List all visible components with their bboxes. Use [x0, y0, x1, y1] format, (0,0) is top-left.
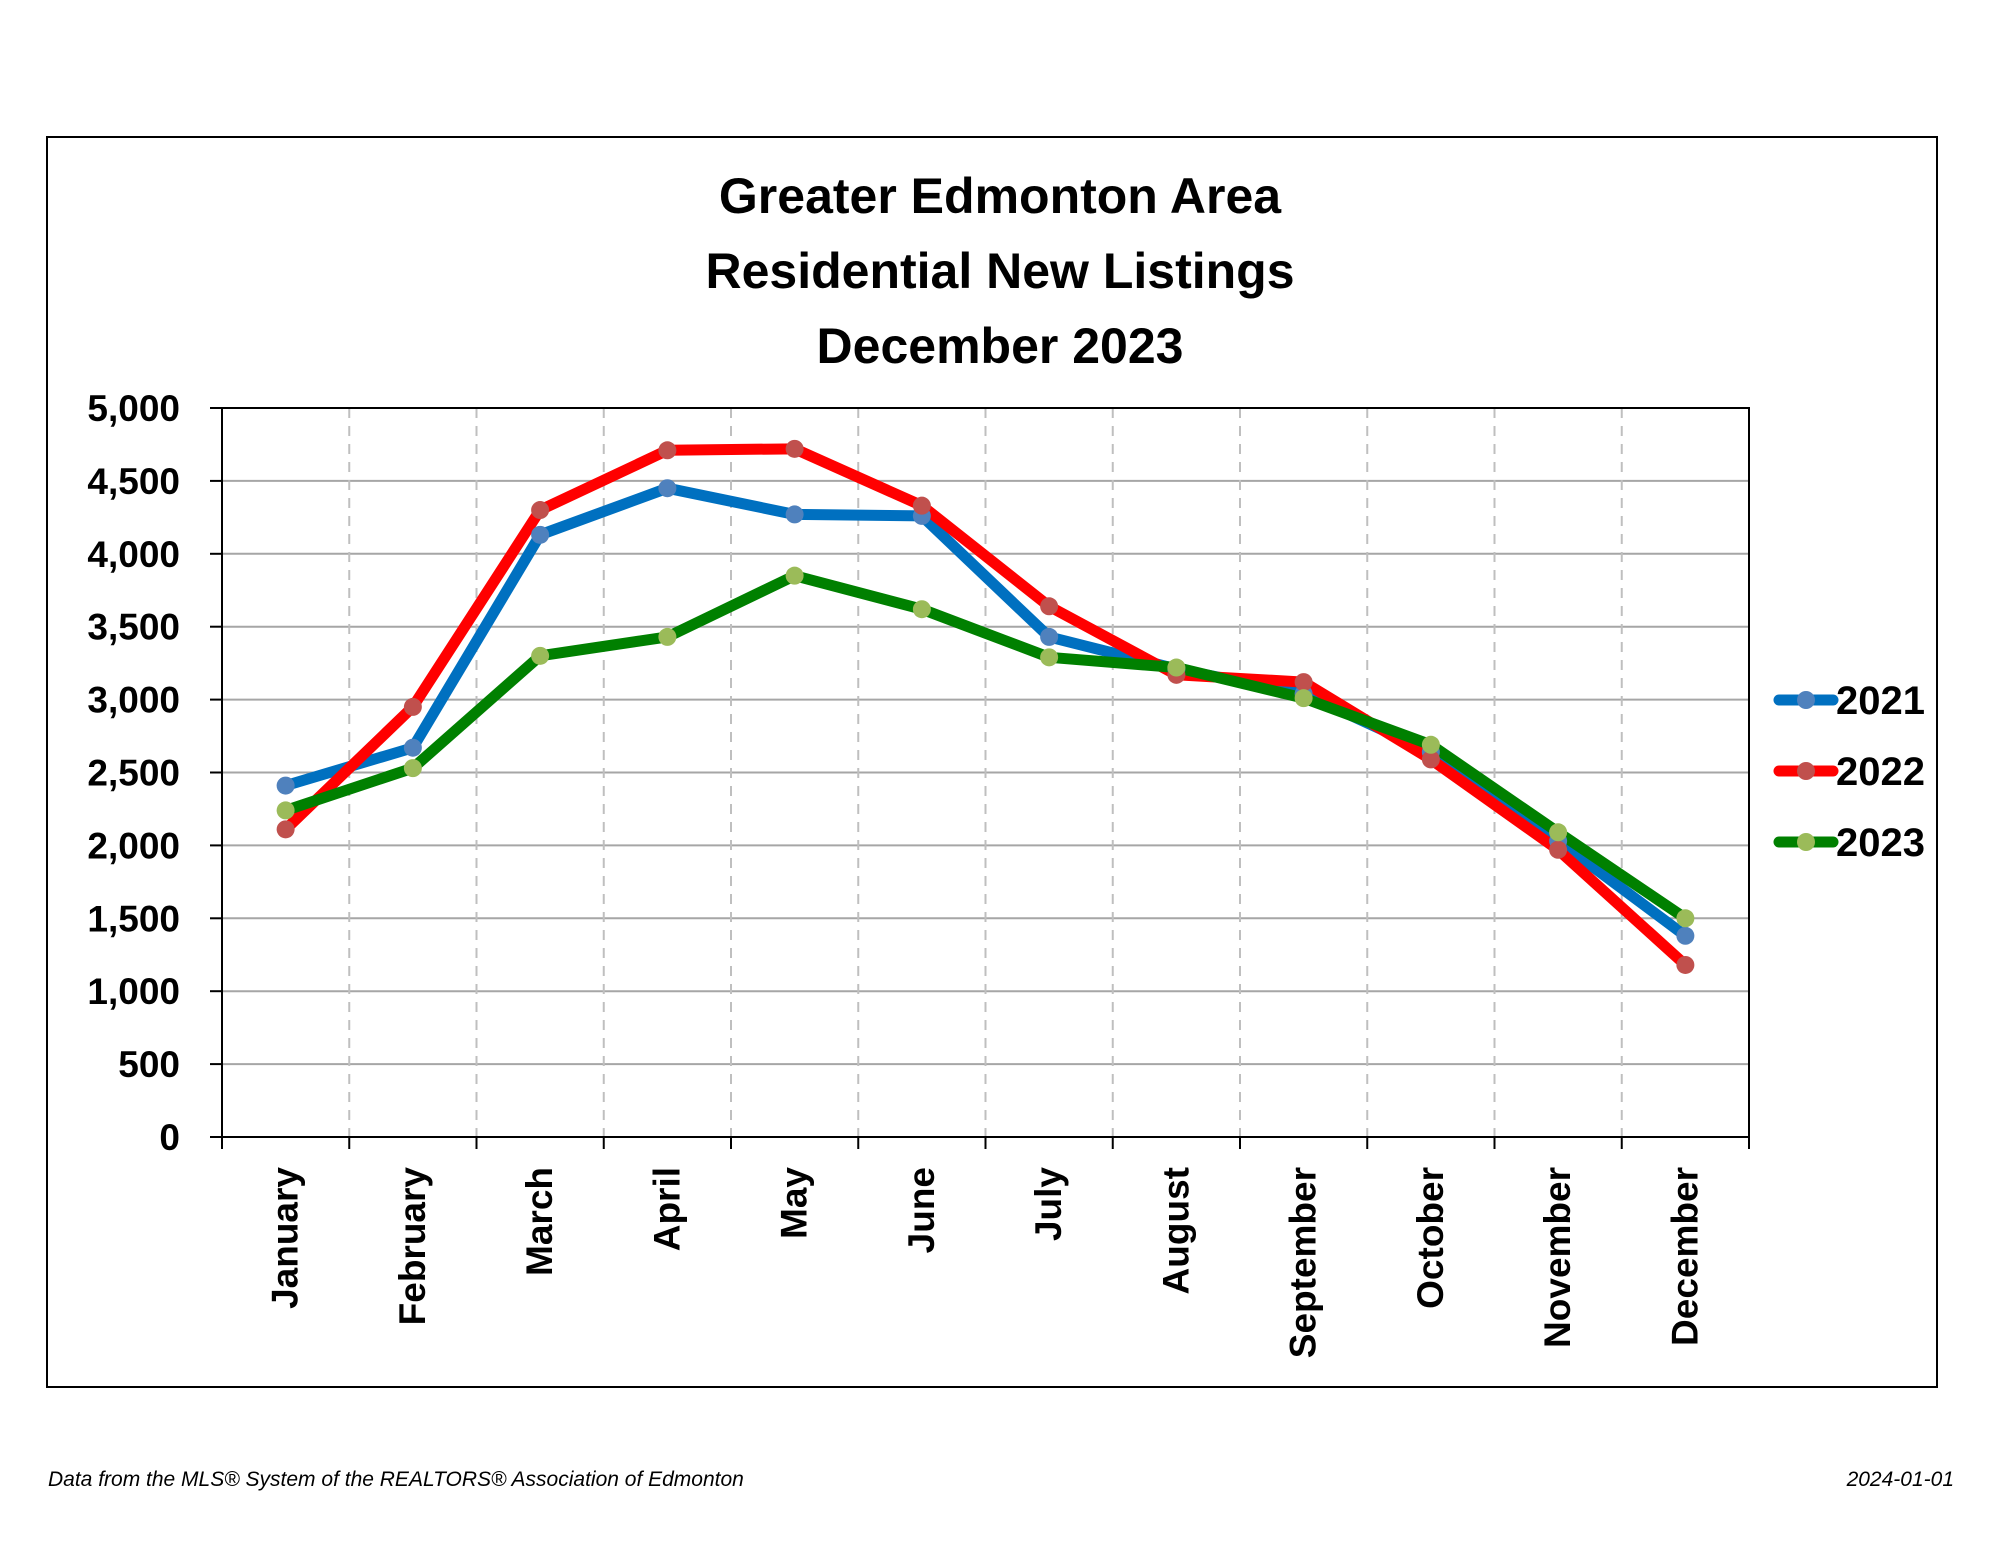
data-point-2023 — [1676, 909, 1695, 928]
data-point-2022 — [1040, 597, 1059, 616]
legend-marker-2021 — [1797, 691, 1815, 709]
chart-title-line-1: Greater Edmonton Area — [719, 168, 1282, 224]
y-tick-label: 4,000 — [87, 534, 180, 575]
legend-marker-2023 — [1797, 833, 1815, 851]
y-tick-label: 4,500 — [87, 461, 180, 502]
data-point-2023 — [912, 600, 931, 619]
data-point-2021 — [1040, 627, 1059, 646]
data-point-2021 — [276, 776, 295, 795]
legend-label-2021: 2021 — [1836, 679, 1925, 723]
y-tick-label: 2,000 — [87, 825, 180, 866]
x-tick-label: July — [1028, 1167, 1069, 1241]
data-point-2023 — [1421, 735, 1440, 754]
x-tick-label: December — [1664, 1167, 1705, 1346]
chart-title-line-3: December 2023 — [817, 318, 1184, 374]
data-point-2023 — [1549, 823, 1568, 842]
legend-marker-2022 — [1797, 762, 1815, 780]
data-point-2023 — [1294, 689, 1313, 708]
data-point-2021 — [403, 738, 422, 757]
data-point-2023 — [658, 627, 677, 646]
x-tick-label: October — [1410, 1167, 1451, 1309]
y-tick-label: 2,500 — [87, 753, 180, 794]
x-tick-label: September — [1283, 1167, 1324, 1358]
x-tick-label: March — [519, 1167, 560, 1276]
data-point-2023 — [276, 801, 295, 820]
x-tick-label: August — [1155, 1167, 1196, 1294]
data-point-2022 — [785, 439, 804, 458]
data-point-2023 — [403, 759, 422, 778]
series-lines — [276, 439, 1695, 974]
data-point-2022 — [658, 441, 677, 460]
data-point-2023 — [531, 646, 550, 665]
chart-title: Greater Edmonton Area Residential New Lis… — [705, 168, 1294, 374]
series-line-2023 — [280, 570, 1691, 924]
axes: 0 500 1,000 1,500 2,000 2,500 3,000 3,500 4,000 4… — [87, 388, 1750, 1358]
series-line-2022 — [280, 443, 1691, 971]
legend-label-2022: 2022 — [1836, 750, 1925, 794]
legend-label-2023: 2023 — [1836, 821, 1925, 865]
data-point-2023 — [1167, 658, 1186, 677]
legend: 2021 2022 2023 — [1773, 679, 1925, 865]
data-point-2022 — [1294, 673, 1313, 692]
gridlines — [222, 407, 1749, 1137]
y-tick-label: 1,500 — [87, 898, 180, 939]
x-tick-label: January — [265, 1167, 306, 1309]
chart-title-line-2: Residential New Listings — [705, 243, 1294, 299]
data-point-2021 — [1676, 926, 1695, 945]
footer-source-note: Data from the MLS® System of the REALTOR… — [48, 1468, 744, 1491]
y-tick-label: 3,000 — [87, 680, 180, 721]
data-point-2022 — [531, 501, 550, 520]
x-tick-label: April — [646, 1167, 687, 1251]
x-tick-label: February — [392, 1167, 433, 1326]
chart-frame — [46, 136, 1938, 1388]
data-point-2022 — [276, 820, 295, 839]
data-point-2021 — [531, 525, 550, 544]
data-point-2022 — [1421, 750, 1440, 769]
data-point-2022 — [1676, 955, 1695, 974]
y-tick-label: 500 — [118, 1044, 180, 1085]
data-point-2023 — [785, 566, 804, 585]
data-point-2022 — [1549, 840, 1568, 859]
x-tick-label: November — [1537, 1167, 1578, 1348]
x-tick-label: June — [901, 1167, 942, 1253]
y-tick-label: 3,500 — [87, 607, 180, 648]
footer-date: 2024-01-01 — [1846, 1468, 1954, 1491]
y-tick-label: 1,000 — [87, 971, 180, 1012]
data-point-2021 — [785, 505, 804, 524]
y-tick-label: 0 — [159, 1117, 180, 1158]
data-point-2022 — [912, 496, 931, 515]
x-tick-label: May — [774, 1167, 815, 1239]
data-point-2022 — [403, 697, 422, 716]
data-point-2021 — [658, 479, 677, 498]
data-point-2023 — [1040, 648, 1059, 667]
y-tick-label: 5,000 — [87, 388, 180, 429]
series-line-2021 — [280, 482, 1691, 942]
